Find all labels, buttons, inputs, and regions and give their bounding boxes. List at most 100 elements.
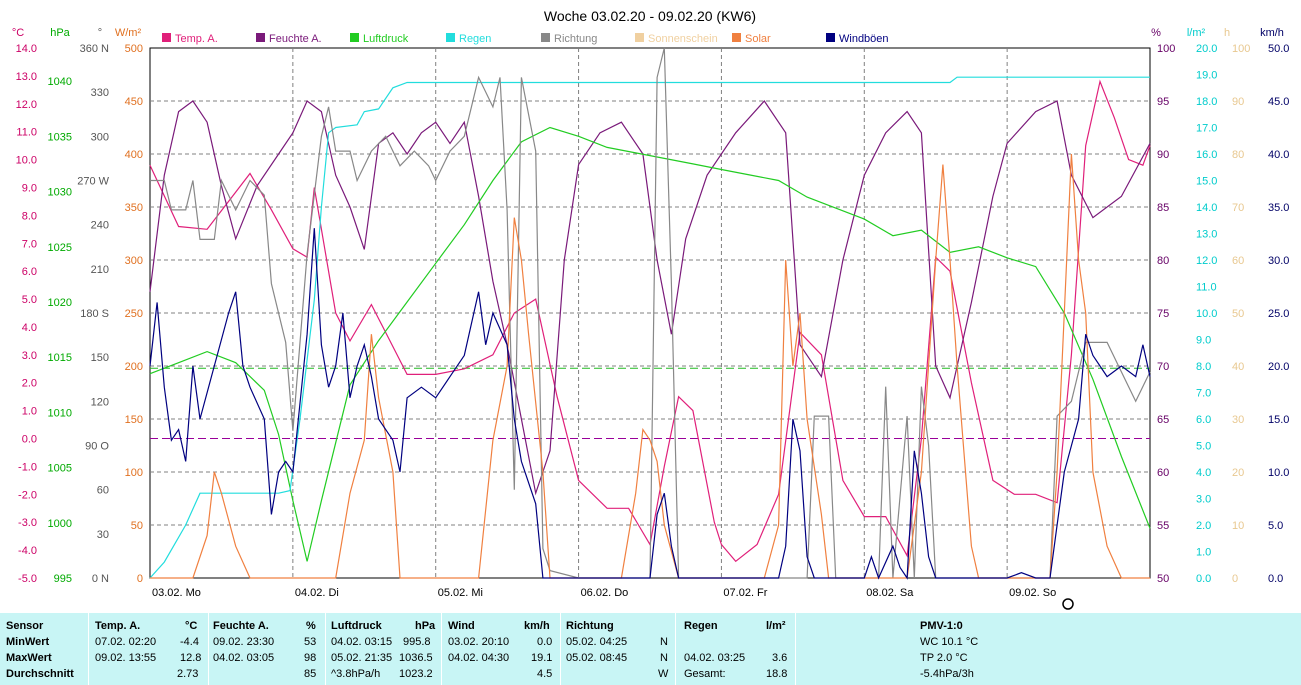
y-tick-label: 70 bbox=[1232, 202, 1244, 214]
header-feuchte: Feuchte A. bbox=[213, 620, 269, 632]
legend-label: Regen bbox=[459, 33, 491, 45]
x-tick-label: 06.02. Do bbox=[581, 587, 629, 599]
wind-avg-value: 4.5 bbox=[537, 668, 553, 680]
y-tick-label: 1035 bbox=[48, 131, 72, 143]
y-tick-label: 1010 bbox=[48, 407, 72, 419]
header-sensor: Sensor bbox=[6, 620, 44, 632]
y-tick-label: -1.0 bbox=[18, 461, 37, 473]
feuchte-avg-value: 85 bbox=[304, 668, 317, 680]
axis-unit-label: W/m² bbox=[115, 27, 142, 39]
y-tick-label: 6.0 bbox=[1196, 414, 1211, 426]
legend-label: Temp. A. bbox=[175, 33, 218, 45]
header-luftdruck-unit: hPa bbox=[415, 620, 436, 632]
y-tick-label: 995 bbox=[54, 573, 72, 585]
axis-unit-label: km/h bbox=[1260, 27, 1284, 39]
y-tick-label: 8.0 bbox=[22, 210, 37, 222]
y-tick-label: 20.0 bbox=[1196, 43, 1217, 55]
y-tick-label: 330 bbox=[91, 87, 109, 99]
header-wind-unit: km/h bbox=[524, 620, 550, 632]
y-tick-label: 0 bbox=[1232, 573, 1238, 585]
y-tick-label: 10 bbox=[1232, 520, 1244, 532]
y-tick-label: 45.0 bbox=[1268, 96, 1289, 108]
temp-min-value: -4.4 bbox=[180, 636, 199, 648]
y-tick-label: 55 bbox=[1157, 520, 1169, 532]
y-tick-label: 15.0 bbox=[1196, 176, 1217, 188]
y-tick-label: 60 bbox=[97, 485, 109, 497]
y-tick-label: 400 bbox=[125, 149, 143, 161]
y-tick-label: 300 bbox=[91, 131, 109, 143]
header-regen-unit: l/m² bbox=[766, 620, 786, 632]
axis-unit-label: l/m² bbox=[1187, 27, 1206, 39]
y-tick-label: 1025 bbox=[48, 242, 72, 254]
feuchte-max-time: 04.02. 03:05 bbox=[213, 652, 275, 664]
y-tick-label: 1020 bbox=[48, 297, 72, 309]
series-feuchte-a bbox=[149, 100, 1151, 496]
feuchte-min-value: 53 bbox=[304, 636, 317, 648]
y-tick-label: 0.0 bbox=[22, 434, 37, 446]
y-tick-label: 2.0 bbox=[22, 378, 37, 390]
y-tick-label: 1040 bbox=[48, 76, 72, 88]
y-tick-label: 50 bbox=[131, 520, 143, 532]
row-label-avg: Durchschnitt bbox=[6, 668, 74, 680]
regen-total-value: 18.8 bbox=[766, 668, 788, 680]
y-tick-label: 40.0 bbox=[1268, 149, 1289, 161]
y-tick-label: 3.0 bbox=[22, 350, 37, 362]
y-tick-label: 4.0 bbox=[1196, 467, 1211, 479]
luftdruck-trend: ^3.8hPa/h bbox=[331, 668, 381, 680]
y-tick-label: 50 bbox=[1232, 308, 1244, 320]
y-tick-label: 7.0 bbox=[1196, 388, 1211, 400]
y-tick-label: 80 bbox=[1157, 255, 1169, 267]
y-tick-label: 90 O bbox=[85, 441, 109, 453]
y-tick-label: 100 bbox=[1157, 43, 1175, 55]
series-luftdruck bbox=[149, 126, 1151, 562]
y-tick-label: 90 bbox=[1232, 96, 1244, 108]
feuchte-max-value: 98 bbox=[304, 652, 317, 664]
header-temp: Temp. A. bbox=[95, 620, 141, 632]
y-tick-label: 14.0 bbox=[16, 43, 37, 55]
pmv-trend: -5.4hPa/3h bbox=[920, 668, 974, 680]
y-tick-label: 1005 bbox=[48, 463, 72, 475]
statistics-table: Sensor Temp. A. °C Feuchte A. % Luftdruc… bbox=[0, 613, 1301, 685]
legend-swatch bbox=[541, 33, 550, 42]
y-tick-label: 5.0 bbox=[1196, 441, 1211, 453]
y-tick-label: -2.0 bbox=[18, 489, 37, 501]
regen-total-label: Gesamt: bbox=[684, 668, 726, 680]
temp-max-value: 12.8 bbox=[180, 652, 202, 664]
x-tick-label: 05.02. Mi bbox=[438, 587, 483, 599]
y-tick-label: 50 bbox=[1157, 573, 1169, 585]
y-tick-label: 5.0 bbox=[22, 294, 37, 306]
wind-min-value: 0.0 bbox=[537, 636, 553, 648]
legend-label: Sonnenschein bbox=[648, 33, 718, 45]
richtung-min-time: 05.02. 04:25 bbox=[566, 636, 628, 648]
legend-label: Richtung bbox=[554, 33, 597, 45]
legend-label: Solar bbox=[745, 33, 771, 45]
luftdruck-max-value: 1036.5 bbox=[399, 652, 433, 664]
y-tick-label: 50.0 bbox=[1268, 43, 1289, 55]
header-feuchte-unit: % bbox=[306, 620, 316, 632]
y-tick-label: 1030 bbox=[48, 187, 72, 199]
legend-swatch bbox=[256, 33, 265, 42]
y-tick-label: 450 bbox=[125, 96, 143, 108]
x-tick-label: 09.02. So bbox=[1009, 587, 1056, 599]
richtung-max-time: 05.02. 08:45 bbox=[566, 652, 628, 664]
y-tick-label: 90 bbox=[1157, 149, 1169, 161]
y-tick-label: 5.0 bbox=[1268, 520, 1283, 532]
legend-swatch bbox=[732, 33, 741, 42]
legend-swatch bbox=[446, 33, 455, 42]
y-tick-label: 16.0 bbox=[1196, 149, 1217, 161]
y-tick-label: 9.0 bbox=[1196, 335, 1211, 347]
axis-unit-label: hPa bbox=[50, 27, 70, 39]
y-tick-label: 4.0 bbox=[22, 322, 37, 334]
y-tick-label: 3.0 bbox=[1196, 494, 1211, 506]
y-tick-label: 240 bbox=[91, 220, 109, 232]
header-regen: Regen bbox=[684, 620, 718, 632]
series-richtung bbox=[150, 47, 1151, 579]
axis-unit-label: ° bbox=[98, 27, 102, 39]
row-label-max: MaxWert bbox=[6, 652, 52, 664]
header-temp-unit: °C bbox=[185, 620, 198, 632]
series-regen bbox=[149, 76, 1150, 579]
feuchte-min-time: 09.02. 23:30 bbox=[213, 636, 275, 648]
y-tick-label: 11.0 bbox=[16, 127, 37, 139]
legend-swatch bbox=[826, 33, 835, 42]
y-tick-label: 0 N bbox=[92, 573, 109, 585]
